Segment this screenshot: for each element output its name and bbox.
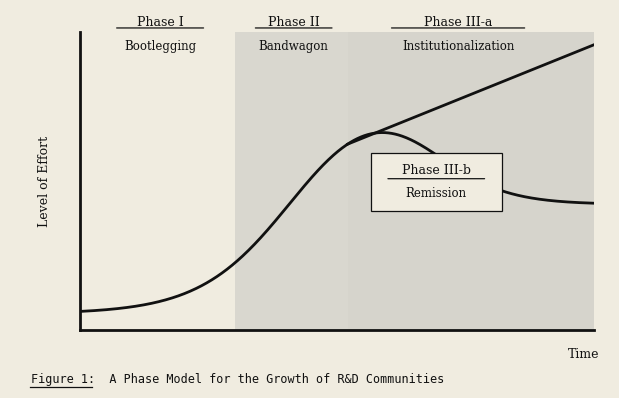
Text: Phase I: Phase I — [137, 16, 183, 29]
Text: Remission: Remission — [405, 187, 467, 200]
Text: Phase III-a: Phase III-a — [424, 16, 492, 29]
Text: Phase II: Phase II — [268, 16, 319, 29]
Text: Institutionalization: Institutionalization — [402, 40, 514, 53]
Bar — [235, 32, 348, 330]
Text: Figure 1:  A Phase Model for the Growth of R&D Communities: Figure 1: A Phase Model for the Growth o… — [31, 373, 444, 386]
Text: Bootlegging: Bootlegging — [124, 40, 196, 53]
Text: Phase III-b: Phase III-b — [402, 164, 471, 177]
Text: Bandwagon: Bandwagon — [259, 40, 329, 53]
Text: Time: Time — [568, 348, 599, 361]
FancyBboxPatch shape — [371, 153, 502, 211]
Bar — [348, 32, 594, 330]
Text: Level of Effort: Level of Effort — [38, 136, 51, 226]
